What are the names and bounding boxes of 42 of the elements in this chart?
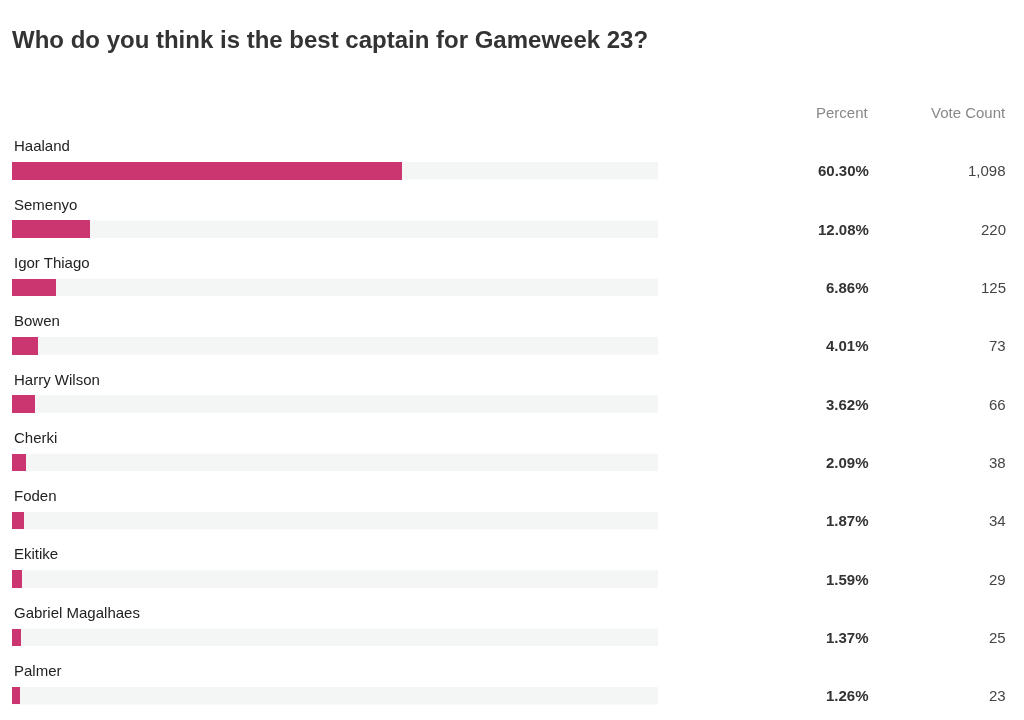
bar <box>12 687 20 704</box>
text: Vote Count <box>931 104 1007 121</box>
y-tick-label: Igor Thiago <box>14 254 90 271</box>
bar <box>12 395 35 413</box>
data-label: 12.08% <box>818 221 869 238</box>
data-label: 1.26% <box>826 687 869 704</box>
data-label: 1.87% <box>826 512 869 529</box>
text: 73 <box>989 337 1006 354</box>
data-label: 3.62% <box>826 396 869 413</box>
text: 34 <box>989 512 1006 529</box>
text: 125 <box>981 279 1007 296</box>
text: 29 <box>989 571 1006 588</box>
y-tick-label: Gabriel Magalhaes <box>14 604 140 621</box>
bar <box>12 570 22 588</box>
data-label: 4.01% <box>826 337 869 354</box>
bar <box>12 512 24 529</box>
text: 1,098 <box>968 162 1006 179</box>
text: Percent <box>816 104 869 121</box>
data-label: 2.09% <box>826 454 869 471</box>
y-tick-label: Palmer <box>14 662 62 679</box>
text: 220 <box>981 221 1007 238</box>
chart-title: Who do you think is the best captain for Gameweek 23? <box>12 26 649 54</box>
y-tick-label: Ekitike <box>14 545 59 562</box>
data-label: 1.59% <box>826 571 869 588</box>
text: 66 <box>989 396 1006 413</box>
text: 25 <box>989 629 1006 646</box>
y-tick-label: Bowen <box>14 312 60 329</box>
data-label: 6.86% <box>826 279 869 296</box>
data-label: 1.37% <box>826 629 869 646</box>
bar <box>12 279 56 296</box>
text: 23 <box>989 687 1006 704</box>
y-tick-label: Harry Wilson <box>14 371 100 388</box>
text: 38 <box>989 454 1006 471</box>
data-label: 60.30% <box>818 162 869 179</box>
bar <box>12 454 26 471</box>
bar <box>12 337 38 355</box>
y-tick-label: Foden <box>14 487 57 504</box>
bar <box>12 629 21 646</box>
y-tick-label: Semenyo <box>14 196 78 213</box>
bar <box>12 220 90 238</box>
y-tick-label: Cherki <box>14 429 58 446</box>
y-tick-label: Haaland <box>14 137 70 154</box>
